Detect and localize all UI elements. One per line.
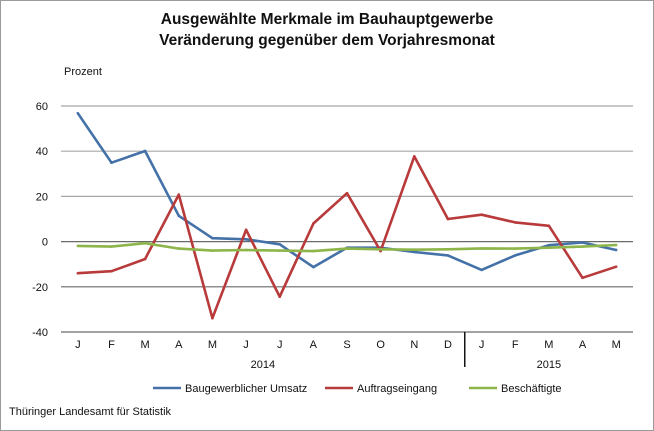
data-point (143, 257, 147, 261)
data-point (312, 222, 315, 225)
data-point (278, 295, 282, 299)
y-tick-label: 60 (36, 101, 48, 113)
y-tick-label: 40 (36, 146, 48, 158)
data-point (278, 249, 282, 252)
data-point (513, 247, 517, 250)
data-point (614, 248, 618, 252)
data-point (211, 249, 214, 252)
data-point (110, 245, 113, 248)
data-point (412, 155, 416, 158)
data-point (211, 316, 214, 320)
x-tick-label: F (108, 339, 115, 351)
data-point (480, 213, 483, 217)
data-point (76, 244, 80, 248)
data-point (110, 161, 113, 165)
series-line (77, 155, 617, 320)
data-point (312, 249, 315, 253)
data-point (379, 247, 382, 251)
x-tick-label: J (243, 339, 249, 351)
legend-label: Beschäftigte (501, 383, 562, 395)
data-point (446, 254, 450, 257)
y-tick-label: 0 (42, 237, 48, 249)
data-point (547, 246, 551, 250)
x-tick-label: S (343, 339, 350, 351)
data-point (244, 228, 248, 232)
data-point (211, 236, 214, 240)
data-point (581, 241, 584, 244)
data-point (513, 221, 517, 224)
x-tick-label: A (310, 339, 318, 351)
data-point (110, 269, 113, 273)
x-tick-label: F (512, 339, 519, 351)
x-tick-label: O (376, 339, 385, 351)
data-point (244, 248, 248, 252)
data-point (143, 241, 147, 245)
x-tick-label: A (579, 339, 587, 351)
data-point (312, 265, 315, 269)
data-point (177, 214, 181, 218)
x-tick-label: J (75, 339, 81, 351)
y-tick-label: 20 (36, 191, 48, 203)
y-tick-label: -20 (32, 282, 48, 294)
x-tick-label: M (544, 339, 553, 351)
x-tick-label: M (208, 339, 217, 351)
data-point (480, 268, 483, 272)
x-tick-label: N (410, 339, 418, 351)
data-point (581, 245, 584, 248)
x-tick-label: D (444, 339, 452, 351)
year-label: 2014 (251, 359, 275, 371)
data-point (547, 243, 551, 247)
data-point (177, 193, 181, 196)
x-tick-label: J (277, 339, 283, 351)
data-point (446, 247, 450, 251)
data-point (547, 224, 551, 228)
data-point (76, 271, 80, 275)
data-point (345, 191, 349, 195)
data-point (143, 149, 147, 153)
data-point (244, 238, 248, 241)
x-tick-label: J (479, 339, 485, 351)
y-axis-label: Prozent (64, 66, 102, 78)
y-tick-label: -40 (32, 327, 48, 339)
data-point (177, 247, 181, 250)
chart-title: Ausgewählte Merkmale im Bauhauptgewerbe (160, 11, 494, 28)
data-point (614, 243, 618, 247)
data-point (513, 254, 517, 257)
x-tick-label: M (141, 339, 150, 351)
x-tick-label: A (175, 339, 183, 351)
data-point (345, 247, 349, 250)
x-tick-label: M (612, 339, 621, 351)
data-point (480, 247, 483, 250)
data-point (278, 243, 282, 246)
data-point (412, 250, 416, 254)
source-note: Thüringer Landesamt für Statistik (9, 406, 172, 418)
data-point (614, 265, 618, 268)
chart-subtitle: Veränderung gegenüber dem Vorjahresmonat (159, 32, 495, 49)
legend-label: Baugewerblicher Umsatz (185, 383, 307, 395)
data-point (581, 276, 584, 280)
data-point (76, 111, 80, 115)
data-point (412, 248, 416, 252)
year-label: 2015 (537, 359, 561, 371)
data-point (446, 217, 450, 221)
legend-label: Auftragseingang (357, 383, 437, 395)
